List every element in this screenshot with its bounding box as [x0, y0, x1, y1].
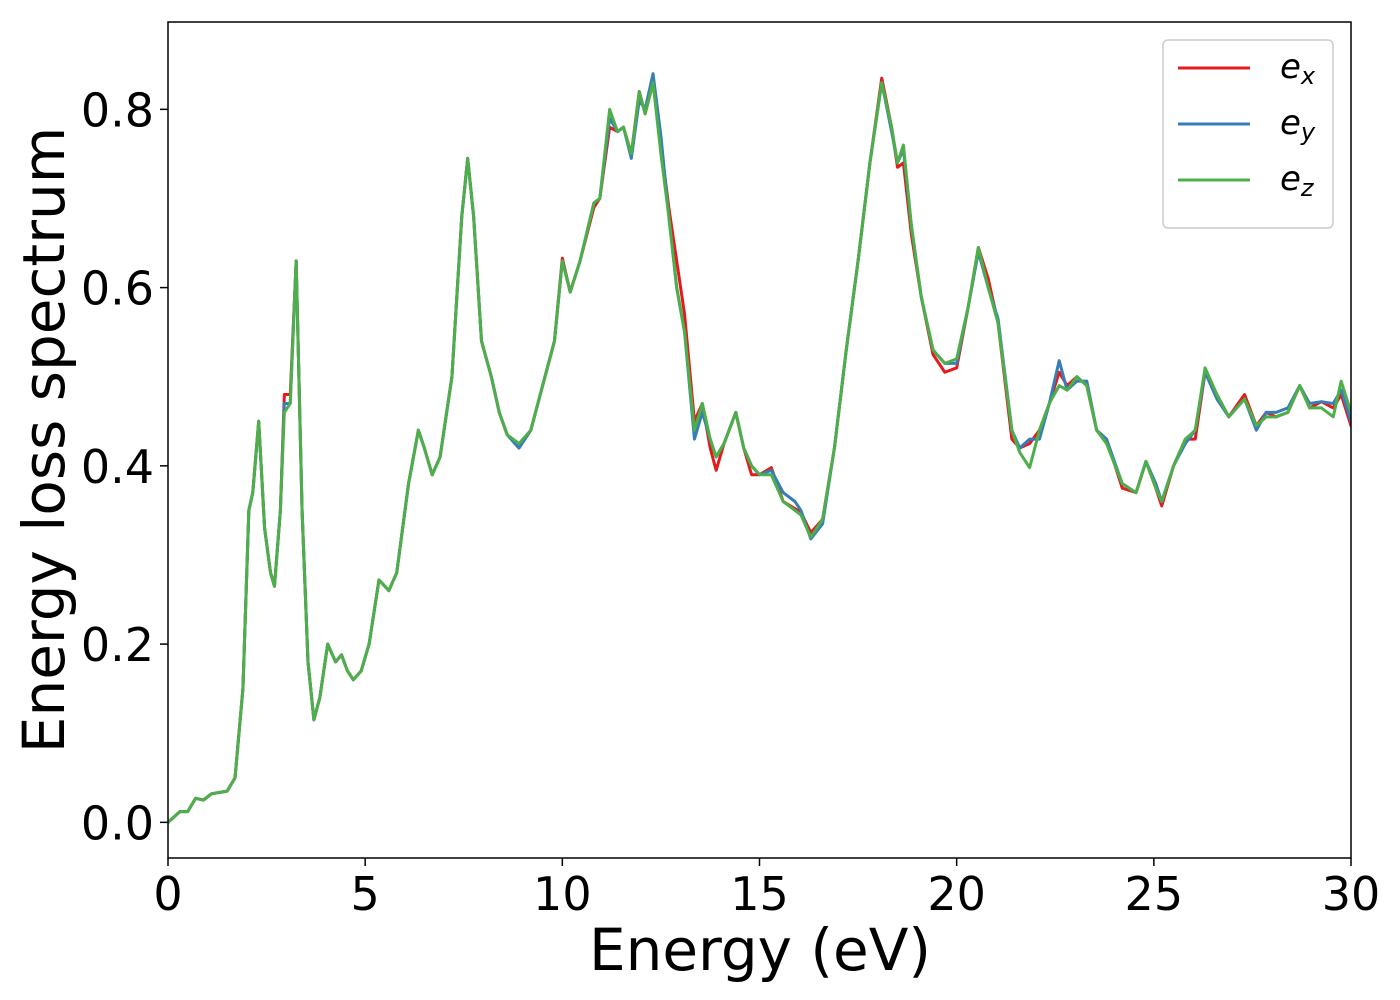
y-tick-label: 0.6	[81, 262, 154, 316]
x-tick-label: 25	[1125, 867, 1184, 921]
plot-frame	[167, 21, 1352, 859]
x-tick-label: 5	[351, 867, 380, 921]
y-tick-label: 0.4	[81, 440, 154, 494]
legend-label: ex	[1280, 47, 1316, 91]
x-tick-label: 0	[153, 867, 182, 921]
y-tick-label: 0.2	[81, 618, 154, 672]
series-line	[168, 81, 1351, 824]
x-tick-label: 20	[927, 867, 986, 921]
legend-label: ey	[1280, 103, 1316, 147]
x-tick-label: 10	[533, 867, 592, 921]
y-tick-label: 0.8	[81, 83, 154, 137]
x-axis-label: Energy (eV)	[589, 916, 931, 984]
x-tick-label: 15	[730, 867, 789, 921]
x-tick-label: 30	[1322, 867, 1381, 921]
y-tick-label: 0.0	[81, 796, 154, 850]
y-axis-label: Energy loss spectrum	[10, 127, 78, 753]
legend-label: ez	[1280, 159, 1315, 203]
